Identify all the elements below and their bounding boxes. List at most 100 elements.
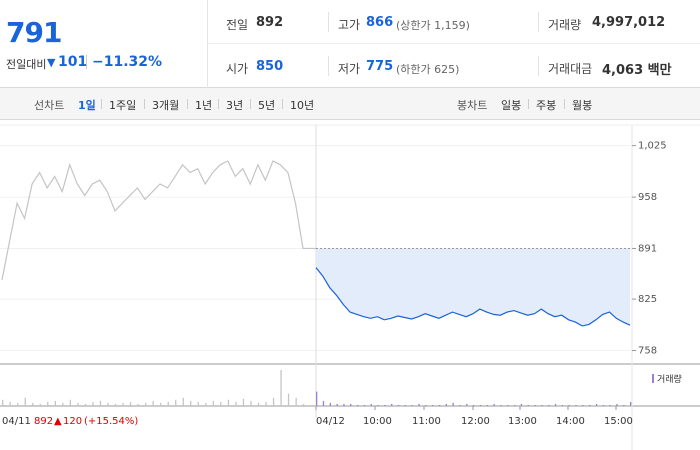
tab-5year[interactable]: 5년 <box>258 99 276 112</box>
change-label: 전일대비 <box>6 58 47 71</box>
volume-bar <box>175 399 177 406</box>
volume-bar <box>493 403 495 406</box>
volume-bar <box>595 403 598 406</box>
divider <box>564 99 565 109</box>
volume-bar <box>69 399 71 406</box>
volume-bar <box>582 405 584 406</box>
tab-3year[interactable]: 3년 <box>226 99 244 112</box>
up-triangle-icon: ▲ <box>54 416 62 427</box>
volume-bars <box>2 370 632 406</box>
volume-bar <box>280 370 282 406</box>
volume-bar <box>92 401 94 406</box>
volume-bar <box>227 399 230 406</box>
divider <box>528 99 529 109</box>
x-tick-label: 15:00 <box>604 416 633 427</box>
turnover-value: 4,063 백만 <box>602 63 672 78</box>
series-line-0411 <box>1 160 304 281</box>
tab-monthly-candle[interactable]: 월봉 <box>572 99 593 112</box>
volume-bar <box>152 400 154 406</box>
volume-value: 4,997,012 <box>592 15 666 30</box>
tab-1year[interactable]: 1년 <box>195 99 213 112</box>
price-summary: 791 전일대비 ▼ 101 −11.32% <box>0 0 208 88</box>
volume-bar <box>575 405 577 406</box>
volume-bar <box>554 403 557 406</box>
x-tick-label: 10:00 <box>363 416 392 427</box>
volume-bar <box>39 403 41 406</box>
prev-close-label: 전일 <box>226 18 249 32</box>
volume-bar <box>609 405 611 406</box>
tab-10year[interactable]: 10년 <box>290 99 315 112</box>
tab-daily-candle[interactable]: 일봉 <box>501 99 522 112</box>
prev-day-change: 120 <box>63 416 82 427</box>
volume-bar <box>520 403 523 406</box>
volume-bar <box>445 403 447 406</box>
quote-row-1: 전일 892 고가 866 (상한가 1,159) 거래량 4,997,012 <box>208 0 700 44</box>
x-tick-label: 13:00 <box>508 416 537 427</box>
prev-day-rate: (+15.54%) <box>84 416 138 427</box>
open-value: 850 <box>256 59 284 74</box>
tab-weekly-candle[interactable]: 주봉 <box>536 99 557 112</box>
tab-1day[interactable]: 1일 <box>78 99 96 112</box>
y-axis-ticks: 1,025 958 891 825 758 <box>638 141 667 357</box>
volume-bar <box>272 397 275 406</box>
volume-bar <box>107 402 109 406</box>
volume-bar <box>84 403 87 406</box>
volume-bar <box>197 401 199 406</box>
x-axis-ticks: 04/12 10:00 11:00 12:00 13:00 14:00 15:00 <box>315 406 633 427</box>
prev-day-summary: 04/11 892 ▲ 120 (+15.54%) <box>2 416 138 427</box>
volume-bar <box>329 402 331 406</box>
volume-bar <box>316 391 318 406</box>
volume-bar <box>336 403 338 406</box>
volume-bar <box>182 397 184 406</box>
volume-bar <box>357 405 359 406</box>
low-value: 775 <box>366 59 394 74</box>
intraday-chart: 1,025 958 891 825 758 04/12 10:00 11:00 12:00 13… <box>0 120 700 450</box>
volume-bar <box>534 405 536 406</box>
below-prev-close-area <box>316 248 630 326</box>
volume-bar <box>2 399 4 406</box>
volume-bar <box>47 401 49 406</box>
volume-bar <box>250 400 252 406</box>
volume-bar <box>479 405 482 406</box>
y-tick-label: 825 <box>638 294 657 305</box>
volume-bar <box>507 405 509 406</box>
candle-chart-section-label: 봉차트 <box>457 99 488 112</box>
volume-bar <box>205 402 207 406</box>
volume-bar <box>452 402 454 406</box>
chart-area-layer <box>304 247 632 326</box>
volume-bar <box>122 402 124 406</box>
volume-bar <box>561 405 563 406</box>
volume-bar <box>425 405 427 406</box>
tab-3month[interactable]: 3개월 <box>152 99 180 112</box>
divider <box>101 99 102 109</box>
x-tick-label: 14:00 <box>556 416 585 427</box>
down-triangle-icon: ▼ <box>47 56 56 69</box>
series-line-0412 <box>315 267 631 327</box>
quote-panel: 791 전일대비 ▼ 101 −11.32% 전일 892 고가 866 (상한… <box>0 0 700 88</box>
y-tick-label: 958 <box>638 192 657 203</box>
volume-bar <box>411 405 413 406</box>
volume-bar <box>514 405 516 406</box>
divider <box>187 99 188 109</box>
x-tick-label: 04/12 <box>316 416 345 427</box>
volume-bar <box>137 403 139 406</box>
volume-bar <box>623 405 625 406</box>
volume-bar <box>370 403 372 406</box>
divider <box>538 12 539 32</box>
divider <box>538 56 539 76</box>
divider <box>144 99 145 109</box>
volume-label: 거래량 <box>548 18 582 32</box>
volume-bar <box>589 405 591 406</box>
volume-bar <box>160 402 162 406</box>
chart-canvas: 1,025 958 891 825 758 04/12 10:00 11:00 12:00 13… <box>0 124 700 450</box>
volume-bar <box>32 402 34 406</box>
volume-bar <box>77 402 79 406</box>
volume-bar <box>500 405 502 406</box>
divider <box>218 99 219 109</box>
tab-1week[interactable]: 1주일 <box>109 99 137 112</box>
low-label: 저가 <box>338 62 361 76</box>
volume-legend: 거래량 <box>652 373 682 385</box>
volume-bar <box>377 405 379 406</box>
volume-bar <box>62 402 64 406</box>
volume-bar <box>404 405 406 406</box>
